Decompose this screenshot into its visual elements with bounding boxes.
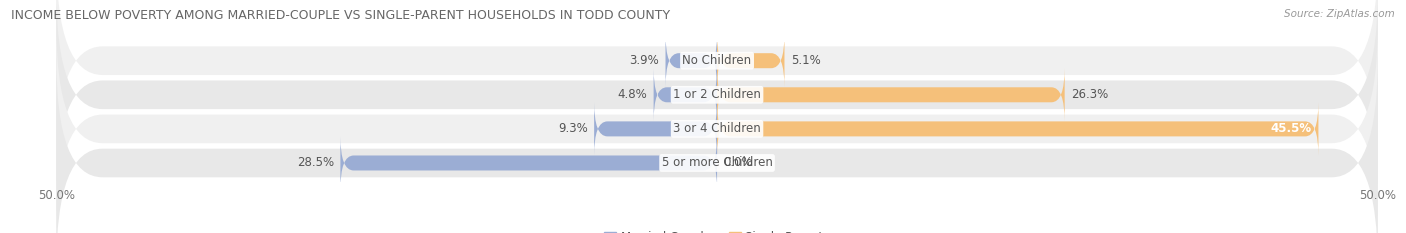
Text: 5 or more Children: 5 or more Children <box>662 157 772 169</box>
Text: 28.5%: 28.5% <box>297 157 333 169</box>
FancyBboxPatch shape <box>717 34 785 87</box>
Text: 26.3%: 26.3% <box>1071 88 1108 101</box>
Text: 45.5%: 45.5% <box>1271 122 1312 135</box>
FancyBboxPatch shape <box>717 102 1319 155</box>
Text: 0.0%: 0.0% <box>724 157 754 169</box>
Text: 3.9%: 3.9% <box>628 54 659 67</box>
FancyBboxPatch shape <box>340 136 717 190</box>
Text: 9.3%: 9.3% <box>558 122 588 135</box>
Text: 1 or 2 Children: 1 or 2 Children <box>673 88 761 101</box>
Text: No Children: No Children <box>682 54 752 67</box>
FancyBboxPatch shape <box>665 34 717 87</box>
Text: 3 or 4 Children: 3 or 4 Children <box>673 122 761 135</box>
Text: Source: ZipAtlas.com: Source: ZipAtlas.com <box>1284 9 1395 19</box>
FancyBboxPatch shape <box>56 24 1378 233</box>
Text: 5.1%: 5.1% <box>792 54 821 67</box>
FancyBboxPatch shape <box>56 58 1378 233</box>
Legend: Married Couples, Single Parents: Married Couples, Single Parents <box>600 226 834 233</box>
FancyBboxPatch shape <box>56 0 1378 166</box>
Text: INCOME BELOW POVERTY AMONG MARRIED-COUPLE VS SINGLE-PARENT HOUSEHOLDS IN TODD CO: INCOME BELOW POVERTY AMONG MARRIED-COUPL… <box>11 9 671 22</box>
FancyBboxPatch shape <box>595 102 717 155</box>
FancyBboxPatch shape <box>654 68 717 121</box>
Text: 4.8%: 4.8% <box>617 88 647 101</box>
FancyBboxPatch shape <box>717 68 1064 121</box>
FancyBboxPatch shape <box>56 0 1378 200</box>
